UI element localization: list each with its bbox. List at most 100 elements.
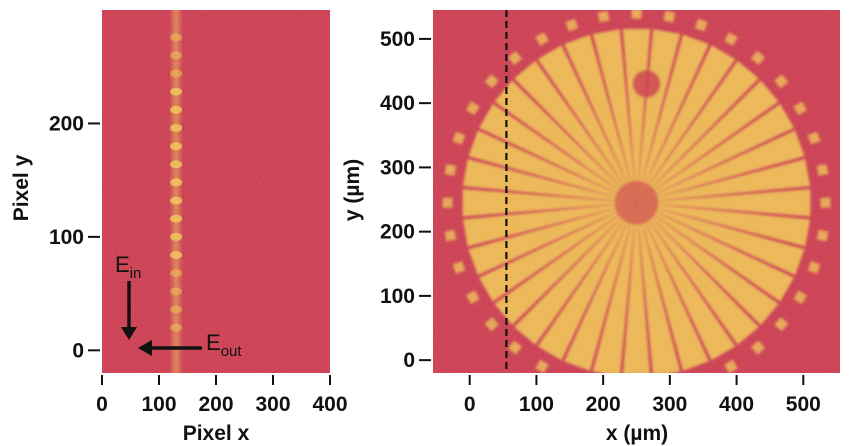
star-outer-dot (816, 164, 829, 176)
star-outer-dot (695, 374, 708, 387)
star-outer-dot (442, 197, 453, 208)
right-y-axis: 0 100 200 300 400 500 (380, 28, 431, 372)
left-y-tick-label: 200 (49, 112, 84, 135)
star-outer-dot (444, 164, 457, 176)
star-spoke (479, 104, 637, 203)
star-spoke (636, 202, 681, 373)
stripe-spot (170, 105, 183, 114)
star-spoke (636, 202, 779, 325)
star-spoke (494, 202, 637, 325)
star-spoke (623, 202, 650, 373)
star-outer-dot (807, 131, 821, 145)
star-outer-dot (466, 290, 480, 305)
star-spoke (514, 202, 637, 345)
star-outer-dot (694, 18, 708, 32)
star-spoke (636, 202, 811, 247)
left-x-tick-label: 0 (96, 393, 108, 416)
star-spoke (564, 202, 637, 371)
star-outer-dot (793, 290, 807, 305)
star-center-blur (614, 180, 659, 225)
stripe-spot (170, 178, 183, 187)
left-x-tick-label: 400 (312, 393, 347, 416)
right-y-tick-label: 500 (380, 28, 415, 51)
stripe-spot (170, 214, 183, 223)
right-panel: 0 100 200 300 400 500 0 100 200 300 400 500 x (µm)… (341, 10, 840, 445)
left-panel: 0 100 200 0 100 200 300 400 Pixel x Pixel y Ei… (10, 10, 348, 445)
star-spoke (636, 189, 811, 217)
star-spoke (479, 202, 637, 302)
star-outer-dot (444, 229, 457, 242)
star-spoke (636, 202, 805, 276)
star-spoke (564, 34, 637, 203)
star-spoke (468, 202, 637, 276)
stripe-spot (170, 33, 183, 42)
e-out-label: Eout (206, 330, 242, 360)
star-outer-dot (565, 18, 579, 32)
siemens-star (442, 10, 831, 397)
left-y-tick-label: 0 (72, 339, 84, 362)
right-x-tick-label: 100 (519, 393, 554, 416)
right-x-tick-label: 300 (652, 393, 687, 416)
star-outer-dot (774, 317, 789, 332)
star-spoke (636, 104, 794, 203)
star-spoke (514, 60, 637, 203)
star-spoke (592, 29, 637, 203)
star-outer-dot (597, 10, 610, 23)
stripe-spot (170, 232, 183, 241)
star-outer-dot (484, 74, 499, 89)
stripe-spot (170, 323, 183, 332)
right-x-axis: 0 100 200 300 400 500 (464, 375, 821, 416)
stripe-spot (170, 251, 183, 260)
star-outer-dot (466, 101, 480, 116)
stripe-core (169, 10, 184, 373)
right-y-axis-label: y (µm) (341, 159, 364, 221)
right-x-tick-label: 400 (719, 393, 754, 416)
star-outer-dot (820, 197, 831, 208)
stripe-spot (170, 69, 183, 78)
right-y-tick-label: 200 (380, 221, 415, 244)
star-spoke (537, 45, 637, 203)
stripe-spot (170, 269, 183, 278)
stripe-spot (170, 142, 183, 151)
star-outer-dot (816, 229, 829, 242)
star-outer-dot (535, 359, 549, 373)
star-outer-dot (774, 74, 789, 89)
star-spoke (636, 202, 794, 302)
right-y-tick-label: 300 (380, 156, 415, 179)
stripe-spot (170, 196, 183, 205)
right-x-tick-label: 500 (786, 393, 821, 416)
right-y-tick-label: 100 (380, 285, 415, 308)
star-outer-dot (507, 340, 523, 355)
right-x-axis-label: x (µm) (606, 422, 668, 445)
left-x-tick-label: 200 (198, 393, 233, 416)
star-outer-dot (631, 10, 642, 19)
star-spoke (636, 80, 779, 203)
star-spoke (636, 159, 811, 203)
left-heatmap-noise (102, 10, 330, 373)
star-outer-dot (565, 374, 578, 387)
vertical-signal-stripe (169, 10, 184, 373)
star-spoke (494, 80, 637, 203)
star-outer-dot (663, 10, 676, 23)
left-y-axis: 0 100 200 (49, 112, 100, 362)
star-outer-dot (484, 317, 499, 332)
star-spoke (636, 202, 759, 345)
left-x-axis: 0 100 200 300 400 (96, 375, 348, 416)
left-x-tick-label: 300 (255, 393, 290, 416)
left-x-axis-label: Pixel x (183, 422, 250, 445)
right-x-tick-label: 200 (586, 393, 621, 416)
star-outer-dot (507, 50, 523, 66)
e-in-arrow-head (121, 327, 137, 340)
star-outer-dot (632, 387, 642, 397)
star-outer-dot (535, 32, 549, 46)
star-spoke (592, 202, 637, 373)
e-in-annotation: Ein (115, 252, 141, 340)
star-outer-dot (724, 32, 738, 46)
star-outer-dot (452, 260, 466, 274)
star-outer-dot (452, 131, 466, 145)
left-x-tick-label: 100 (141, 393, 176, 416)
stripe-spot (170, 51, 183, 60)
star-spoke (537, 202, 637, 361)
star-spoke (468, 130, 637, 203)
